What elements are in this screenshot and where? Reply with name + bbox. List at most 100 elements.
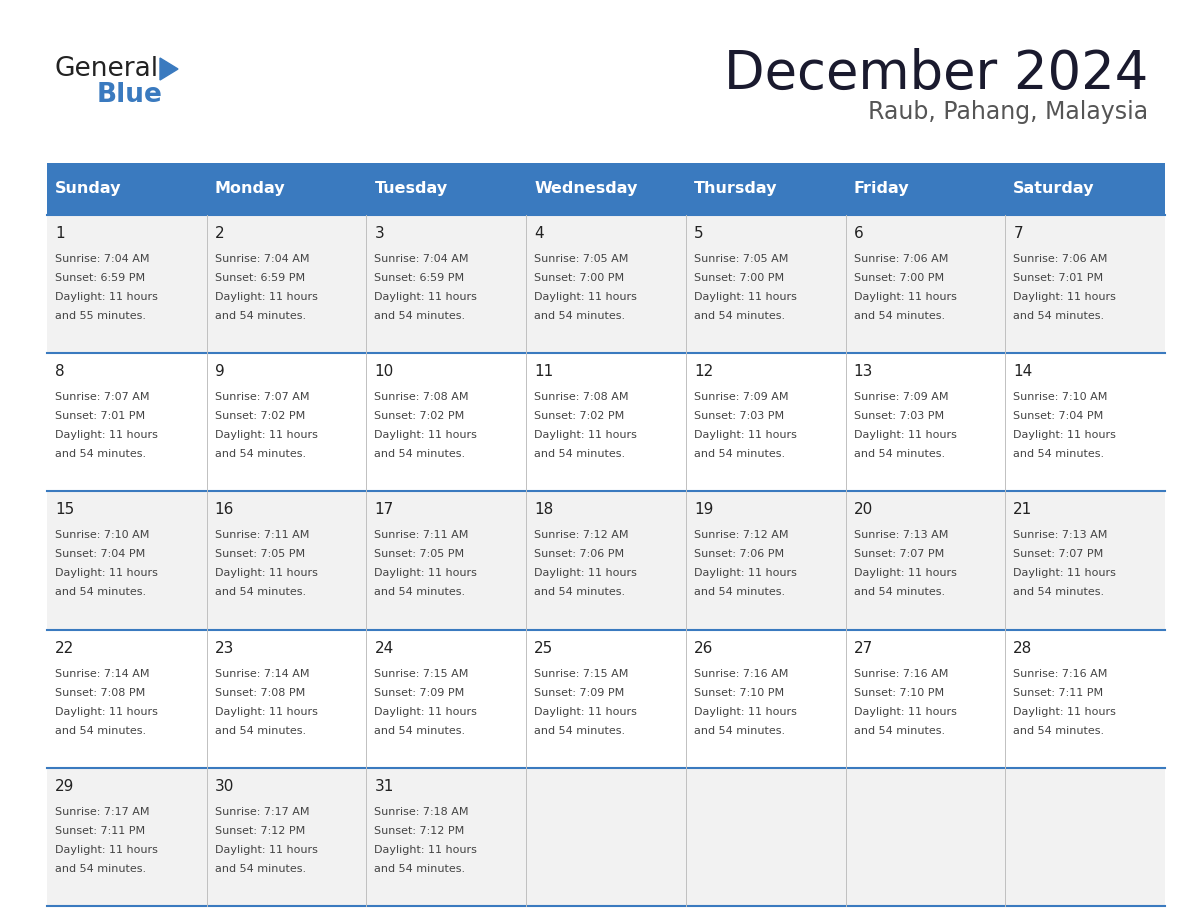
Text: and 54 minutes.: and 54 minutes. <box>535 449 625 459</box>
Text: Sunrise: 7:16 AM: Sunrise: 7:16 AM <box>694 668 788 678</box>
Text: Sunrise: 7:16 AM: Sunrise: 7:16 AM <box>1013 668 1107 678</box>
Text: Saturday: Saturday <box>1013 182 1095 196</box>
Text: Daylight: 11 hours: Daylight: 11 hours <box>853 707 956 717</box>
Text: Sunset: 7:03 PM: Sunset: 7:03 PM <box>853 411 943 421</box>
Text: Sunset: 7:02 PM: Sunset: 7:02 PM <box>535 411 625 421</box>
Text: and 54 minutes.: and 54 minutes. <box>1013 588 1105 598</box>
Text: Sunrise: 7:09 AM: Sunrise: 7:09 AM <box>853 392 948 402</box>
Text: Daylight: 11 hours: Daylight: 11 hours <box>374 568 478 578</box>
Text: 5: 5 <box>694 226 703 241</box>
Bar <box>685 163 846 215</box>
Text: Sunrise: 7:08 AM: Sunrise: 7:08 AM <box>374 392 469 402</box>
Text: Sunrise: 7:11 AM: Sunrise: 7:11 AM <box>215 531 309 541</box>
Text: Daylight: 11 hours: Daylight: 11 hours <box>694 568 797 578</box>
Text: 2: 2 <box>215 226 225 241</box>
Text: Sunrise: 7:06 AM: Sunrise: 7:06 AM <box>853 254 948 264</box>
Text: Sunrise: 7:14 AM: Sunrise: 7:14 AM <box>55 668 150 678</box>
Text: Daylight: 11 hours: Daylight: 11 hours <box>535 431 637 441</box>
Text: Daylight: 11 hours: Daylight: 11 hours <box>535 707 637 717</box>
Text: Raub, Pahang, Malaysia: Raub, Pahang, Malaysia <box>868 100 1148 124</box>
Text: and 54 minutes.: and 54 minutes. <box>215 311 305 321</box>
Text: Sunrise: 7:12 AM: Sunrise: 7:12 AM <box>694 531 789 541</box>
Text: Sunset: 7:06 PM: Sunset: 7:06 PM <box>535 549 624 559</box>
Text: Sunset: 7:05 PM: Sunset: 7:05 PM <box>374 549 465 559</box>
Text: Daylight: 11 hours: Daylight: 11 hours <box>1013 568 1117 578</box>
Text: 15: 15 <box>55 502 74 518</box>
Text: and 54 minutes.: and 54 minutes. <box>853 311 944 321</box>
Text: Sunrise: 7:08 AM: Sunrise: 7:08 AM <box>535 392 628 402</box>
Text: Sunrise: 7:10 AM: Sunrise: 7:10 AM <box>55 531 150 541</box>
Text: Daylight: 11 hours: Daylight: 11 hours <box>374 707 478 717</box>
Text: 9: 9 <box>215 364 225 379</box>
Text: Sunset: 7:03 PM: Sunset: 7:03 PM <box>694 411 784 421</box>
Bar <box>48 353 1165 491</box>
Text: 8: 8 <box>55 364 64 379</box>
Text: and 55 minutes.: and 55 minutes. <box>55 311 146 321</box>
Text: Sunday: Sunday <box>55 182 121 196</box>
Text: Daylight: 11 hours: Daylight: 11 hours <box>374 292 478 302</box>
Text: General: General <box>55 56 159 82</box>
Text: and 54 minutes.: and 54 minutes. <box>55 864 146 874</box>
Text: Monday: Monday <box>215 182 285 196</box>
Bar <box>48 215 1165 353</box>
Text: and 54 minutes.: and 54 minutes. <box>374 311 466 321</box>
Text: 1: 1 <box>55 226 64 241</box>
Text: Sunset: 7:04 PM: Sunset: 7:04 PM <box>1013 411 1104 421</box>
Text: Sunrise: 7:17 AM: Sunrise: 7:17 AM <box>215 807 309 817</box>
Text: Sunrise: 7:13 AM: Sunrise: 7:13 AM <box>853 531 948 541</box>
Text: Sunrise: 7:18 AM: Sunrise: 7:18 AM <box>374 807 469 817</box>
Text: December 2024: December 2024 <box>723 48 1148 100</box>
Text: and 54 minutes.: and 54 minutes. <box>215 588 305 598</box>
Text: Sunrise: 7:16 AM: Sunrise: 7:16 AM <box>853 668 948 678</box>
Text: Thursday: Thursday <box>694 182 777 196</box>
Text: Sunset: 7:01 PM: Sunset: 7:01 PM <box>1013 273 1104 283</box>
Text: Sunset: 7:01 PM: Sunset: 7:01 PM <box>55 411 145 421</box>
Text: Daylight: 11 hours: Daylight: 11 hours <box>55 568 158 578</box>
Text: Daylight: 11 hours: Daylight: 11 hours <box>55 431 158 441</box>
Text: 20: 20 <box>853 502 873 518</box>
Text: 10: 10 <box>374 364 393 379</box>
Text: 26: 26 <box>694 641 713 655</box>
Text: 16: 16 <box>215 502 234 518</box>
Text: and 54 minutes.: and 54 minutes. <box>215 864 305 874</box>
Text: and 54 minutes.: and 54 minutes. <box>374 588 466 598</box>
Text: Sunset: 7:09 PM: Sunset: 7:09 PM <box>374 688 465 698</box>
Text: Sunrise: 7:15 AM: Sunrise: 7:15 AM <box>374 668 469 678</box>
Text: Daylight: 11 hours: Daylight: 11 hours <box>215 568 317 578</box>
Text: and 54 minutes.: and 54 minutes. <box>694 311 785 321</box>
Text: 24: 24 <box>374 641 393 655</box>
Text: Daylight: 11 hours: Daylight: 11 hours <box>374 845 478 855</box>
Text: 6: 6 <box>853 226 864 241</box>
Text: Daylight: 11 hours: Daylight: 11 hours <box>215 292 317 302</box>
Text: Daylight: 11 hours: Daylight: 11 hours <box>694 292 797 302</box>
Text: Daylight: 11 hours: Daylight: 11 hours <box>694 707 797 717</box>
Text: Daylight: 11 hours: Daylight: 11 hours <box>1013 431 1117 441</box>
Text: Sunset: 7:08 PM: Sunset: 7:08 PM <box>55 688 145 698</box>
Text: Daylight: 11 hours: Daylight: 11 hours <box>55 845 158 855</box>
Text: 25: 25 <box>535 641 554 655</box>
Text: Blue: Blue <box>97 82 163 108</box>
Bar <box>846 163 1005 215</box>
Text: Sunset: 7:07 PM: Sunset: 7:07 PM <box>1013 549 1104 559</box>
Bar <box>526 163 685 215</box>
Text: and 54 minutes.: and 54 minutes. <box>694 449 785 459</box>
Bar <box>366 163 526 215</box>
Text: Sunset: 7:10 PM: Sunset: 7:10 PM <box>694 688 784 698</box>
Text: 30: 30 <box>215 778 234 794</box>
Text: Sunrise: 7:07 AM: Sunrise: 7:07 AM <box>215 392 309 402</box>
Text: and 54 minutes.: and 54 minutes. <box>535 311 625 321</box>
Text: 19: 19 <box>694 502 713 518</box>
Text: and 54 minutes.: and 54 minutes. <box>55 588 146 598</box>
Text: Daylight: 11 hours: Daylight: 11 hours <box>1013 292 1117 302</box>
Text: and 54 minutes.: and 54 minutes. <box>215 725 305 735</box>
Text: Sunset: 7:04 PM: Sunset: 7:04 PM <box>55 549 145 559</box>
Text: 11: 11 <box>535 364 554 379</box>
Text: Sunset: 6:59 PM: Sunset: 6:59 PM <box>55 273 145 283</box>
Text: Daylight: 11 hours: Daylight: 11 hours <box>853 431 956 441</box>
Text: Sunset: 6:59 PM: Sunset: 6:59 PM <box>374 273 465 283</box>
Text: Sunset: 7:00 PM: Sunset: 7:00 PM <box>853 273 943 283</box>
Text: Daylight: 11 hours: Daylight: 11 hours <box>694 431 797 441</box>
Text: and 54 minutes.: and 54 minutes. <box>853 725 944 735</box>
Text: 14: 14 <box>1013 364 1032 379</box>
Text: Daylight: 11 hours: Daylight: 11 hours <box>853 568 956 578</box>
